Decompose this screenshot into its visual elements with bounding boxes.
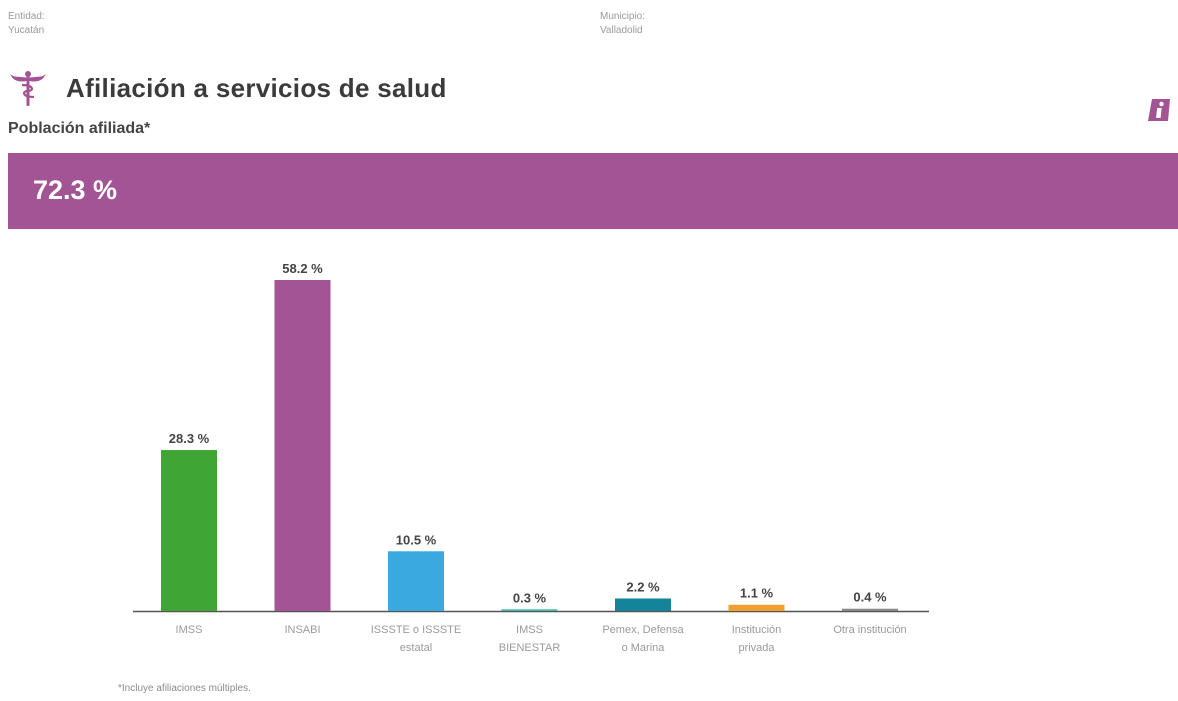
- bar-value-label: 28.3 %: [169, 431, 210, 446]
- footnote: *Incluye afiliaciones múltiples.: [118, 683, 251, 694]
- entidad-label: Entidad:: [8, 11, 45, 22]
- bar[interactable]: [728, 604, 785, 611]
- category-label: IMSS: [176, 624, 203, 636]
- affiliated-population-value: 72.3 %: [33, 175, 118, 205]
- municipio-value: Valladolid: [600, 25, 643, 36]
- bar[interactable]: [388, 551, 444, 611]
- entidad-value: Yucatán: [8, 25, 45, 36]
- section-header: Afiliación a servicios de salud: [8, 64, 447, 112]
- bar-value-label: 58.2 %: [282, 261, 323, 276]
- bar-value-label: 10.5 %: [396, 532, 437, 547]
- category-label: Institución privada: [732, 624, 782, 654]
- subtitle: Población afiliada*: [8, 120, 151, 137]
- affiliation-bar-chart: 28.3 % IMSS 58.2 % INSABI 10.5 % ISSSTE o ISS…: [133, 261, 929, 654]
- municipio-label: Municipio:: [600, 11, 646, 22]
- entidad-field: Entidad: Yucatán: [8, 10, 45, 38]
- bar[interactable]: [842, 608, 898, 611]
- category-label: ISSSTE o ISSSTE estatal: [371, 624, 461, 654]
- info-icon[interactable]: [1144, 95, 1174, 125]
- bar[interactable]: [615, 598, 671, 611]
- bar-value-label: 0.4 %: [853, 590, 887, 605]
- municipio-field: Municipio: Valladolid: [600, 10, 645, 38]
- caduceus-icon: [10, 71, 46, 106]
- bar-value-label: 1.1 %: [740, 586, 774, 601]
- bar-value-label: 0.3 %: [513, 590, 547, 605]
- page-title: Afiliación a servicios de salud: [66, 72, 447, 103]
- category-label: IMSS BIENESTAR: [499, 624, 561, 654]
- category-label: Otra institución: [833, 624, 906, 636]
- bar[interactable]: [274, 280, 331, 611]
- category-label: INSABI: [284, 624, 320, 636]
- bar[interactable]: [161, 450, 217, 611]
- bar-value-label: 2.2 %: [626, 579, 660, 594]
- bar[interactable]: [501, 609, 558, 611]
- affiliation-banner: 72.3 %: [8, 153, 1178, 229]
- category-label: Pemex, Defensa o Marina: [602, 624, 684, 654]
